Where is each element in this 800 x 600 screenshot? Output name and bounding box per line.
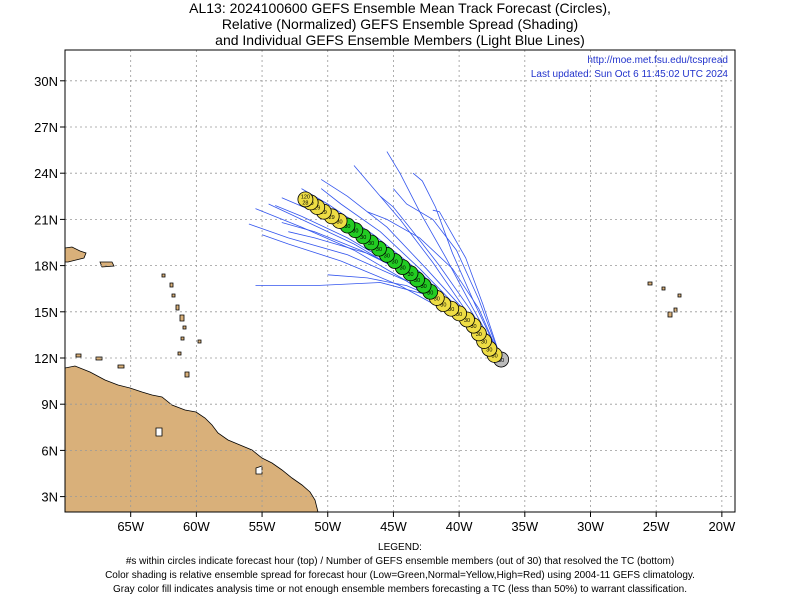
member-count-label: 30: [421, 284, 427, 290]
lon-tick-label: 45W: [380, 519, 407, 534]
gridlines: [65, 50, 735, 512]
member-track-line: [393, 188, 502, 360]
lat-tick-label: 24N: [34, 166, 58, 181]
land-puerto-rico: [99, 261, 115, 268]
member-count-label: 30: [471, 324, 477, 330]
lat-tick-label: 27N: [34, 120, 58, 135]
member-count-label: 30: [464, 318, 470, 324]
lat-tick-label: 30N: [34, 74, 58, 89]
member-track-line: [367, 211, 502, 360]
member-count-label: 30: [481, 340, 487, 346]
member-count-label: 30: [337, 219, 343, 225]
lon-tick-label: 40W: [446, 519, 473, 534]
lon-tick-label: 30W: [577, 519, 604, 534]
lon-tick-label: 55W: [249, 519, 276, 534]
legend-line-2: Color shading is relative ensemble sprea…: [105, 570, 695, 581]
land-hispaniola: [65, 246, 87, 263]
member-count-label: 28: [302, 200, 308, 206]
member-count-label: 30: [360, 235, 366, 241]
member-count-label: 30: [456, 312, 462, 318]
title-line-3: and Individual GEFS Ensemble Members (Li…: [215, 32, 585, 48]
member-track-line: [380, 195, 502, 360]
lon-tick-label: 60W: [183, 519, 210, 534]
legend-heading: LEGEND:: [378, 542, 422, 553]
lake-maracaibo: [155, 427, 163, 437]
lon-tick-label: 65W: [117, 519, 144, 534]
member-count-label: 30: [352, 229, 358, 235]
member-track-line: [432, 209, 502, 360]
mean-track: 3030303030303030303030303030303030303030…: [297, 191, 510, 368]
legend-line-1: #s within circles indicate forecast hour…: [125, 556, 675, 567]
longitude-axis: 65W 60W 55W 50W 45W 40W 35W 30W 25W 20W: [117, 512, 736, 534]
plot-frame: [64, 49, 736, 513]
land-layer: [65, 246, 682, 512]
lon-tick-label: 35W: [511, 519, 538, 534]
land-cape-verde: [647, 281, 682, 318]
member-count-label: 29: [329, 215, 335, 221]
member-count-label: 30: [384, 253, 390, 259]
member-count-label: 29: [321, 210, 327, 216]
member-count-label: 30: [407, 272, 413, 278]
lon-tick-label: 25W: [643, 519, 670, 534]
member-count-label: 29: [314, 206, 320, 212]
credit-url[interactable]: http://moe.met.fsu.edu/tcspread: [587, 55, 728, 66]
member-track-line: [386, 151, 502, 360]
lat-tick-label: 9N: [41, 397, 58, 412]
land-abc-islands: [75, 353, 125, 369]
lat-tick-label: 21N: [34, 212, 58, 227]
member-track-line: [412, 172, 502, 360]
lat-tick-label: 3N: [41, 490, 58, 505]
forecast-hour-label: 120: [301, 194, 310, 200]
member-count-label: 30: [427, 290, 433, 296]
member-count-label: 30: [492, 353, 498, 359]
title-line-2: Relative (Normalized) GEFS Ensemble Spre…: [221, 16, 579, 32]
lat-tick-label: 15N: [34, 305, 58, 320]
lon-tick-label: 50W: [314, 519, 341, 534]
lon-tick-label: 20W: [708, 519, 735, 534]
legend-line-3: Gray color fill indicates analysis time …: [113, 584, 687, 595]
legend: LEGEND: #s within circles indicate forec…: [0, 541, 800, 597]
credit-updated: Last updated: Sun Oct 6 11:45:02 UTC 202…: [531, 69, 729, 80]
chart-title: AL13: 2024100600 GEFS Ensemble Mean Trac…: [0, 0, 800, 48]
member-count-label: 30: [344, 224, 350, 230]
land-south-america: [65, 365, 319, 512]
member-count-label: 30: [368, 241, 374, 247]
member-count-label: 30: [476, 332, 482, 338]
lat-tick-label: 18N: [34, 259, 58, 274]
member-count-label: 30: [498, 358, 504, 364]
forecast-circle-fill: [297, 191, 314, 208]
latitude-axis: 3N 6N 9N 12N 15N 18N 21N 24N 27N 30N: [34, 74, 65, 505]
member-count-label: 30: [414, 278, 420, 284]
lat-tick-label: 6N: [41, 443, 58, 458]
lake-guri: [255, 465, 263, 475]
title-line-1: AL13: 2024100600 GEFS Ensemble Mean Trac…: [189, 0, 611, 16]
member-count-label: 30: [392, 259, 398, 265]
member-count-label: 30: [448, 307, 454, 313]
member-count-label: 30: [440, 303, 446, 309]
lat-tick-label: 12N: [34, 351, 58, 366]
land-antilles: [161, 273, 202, 378]
member-count-label: 30: [376, 247, 382, 253]
member-count-label: 30: [434, 296, 440, 302]
member-count-label: 30: [486, 347, 492, 353]
member-count-label: 30: [400, 266, 406, 272]
